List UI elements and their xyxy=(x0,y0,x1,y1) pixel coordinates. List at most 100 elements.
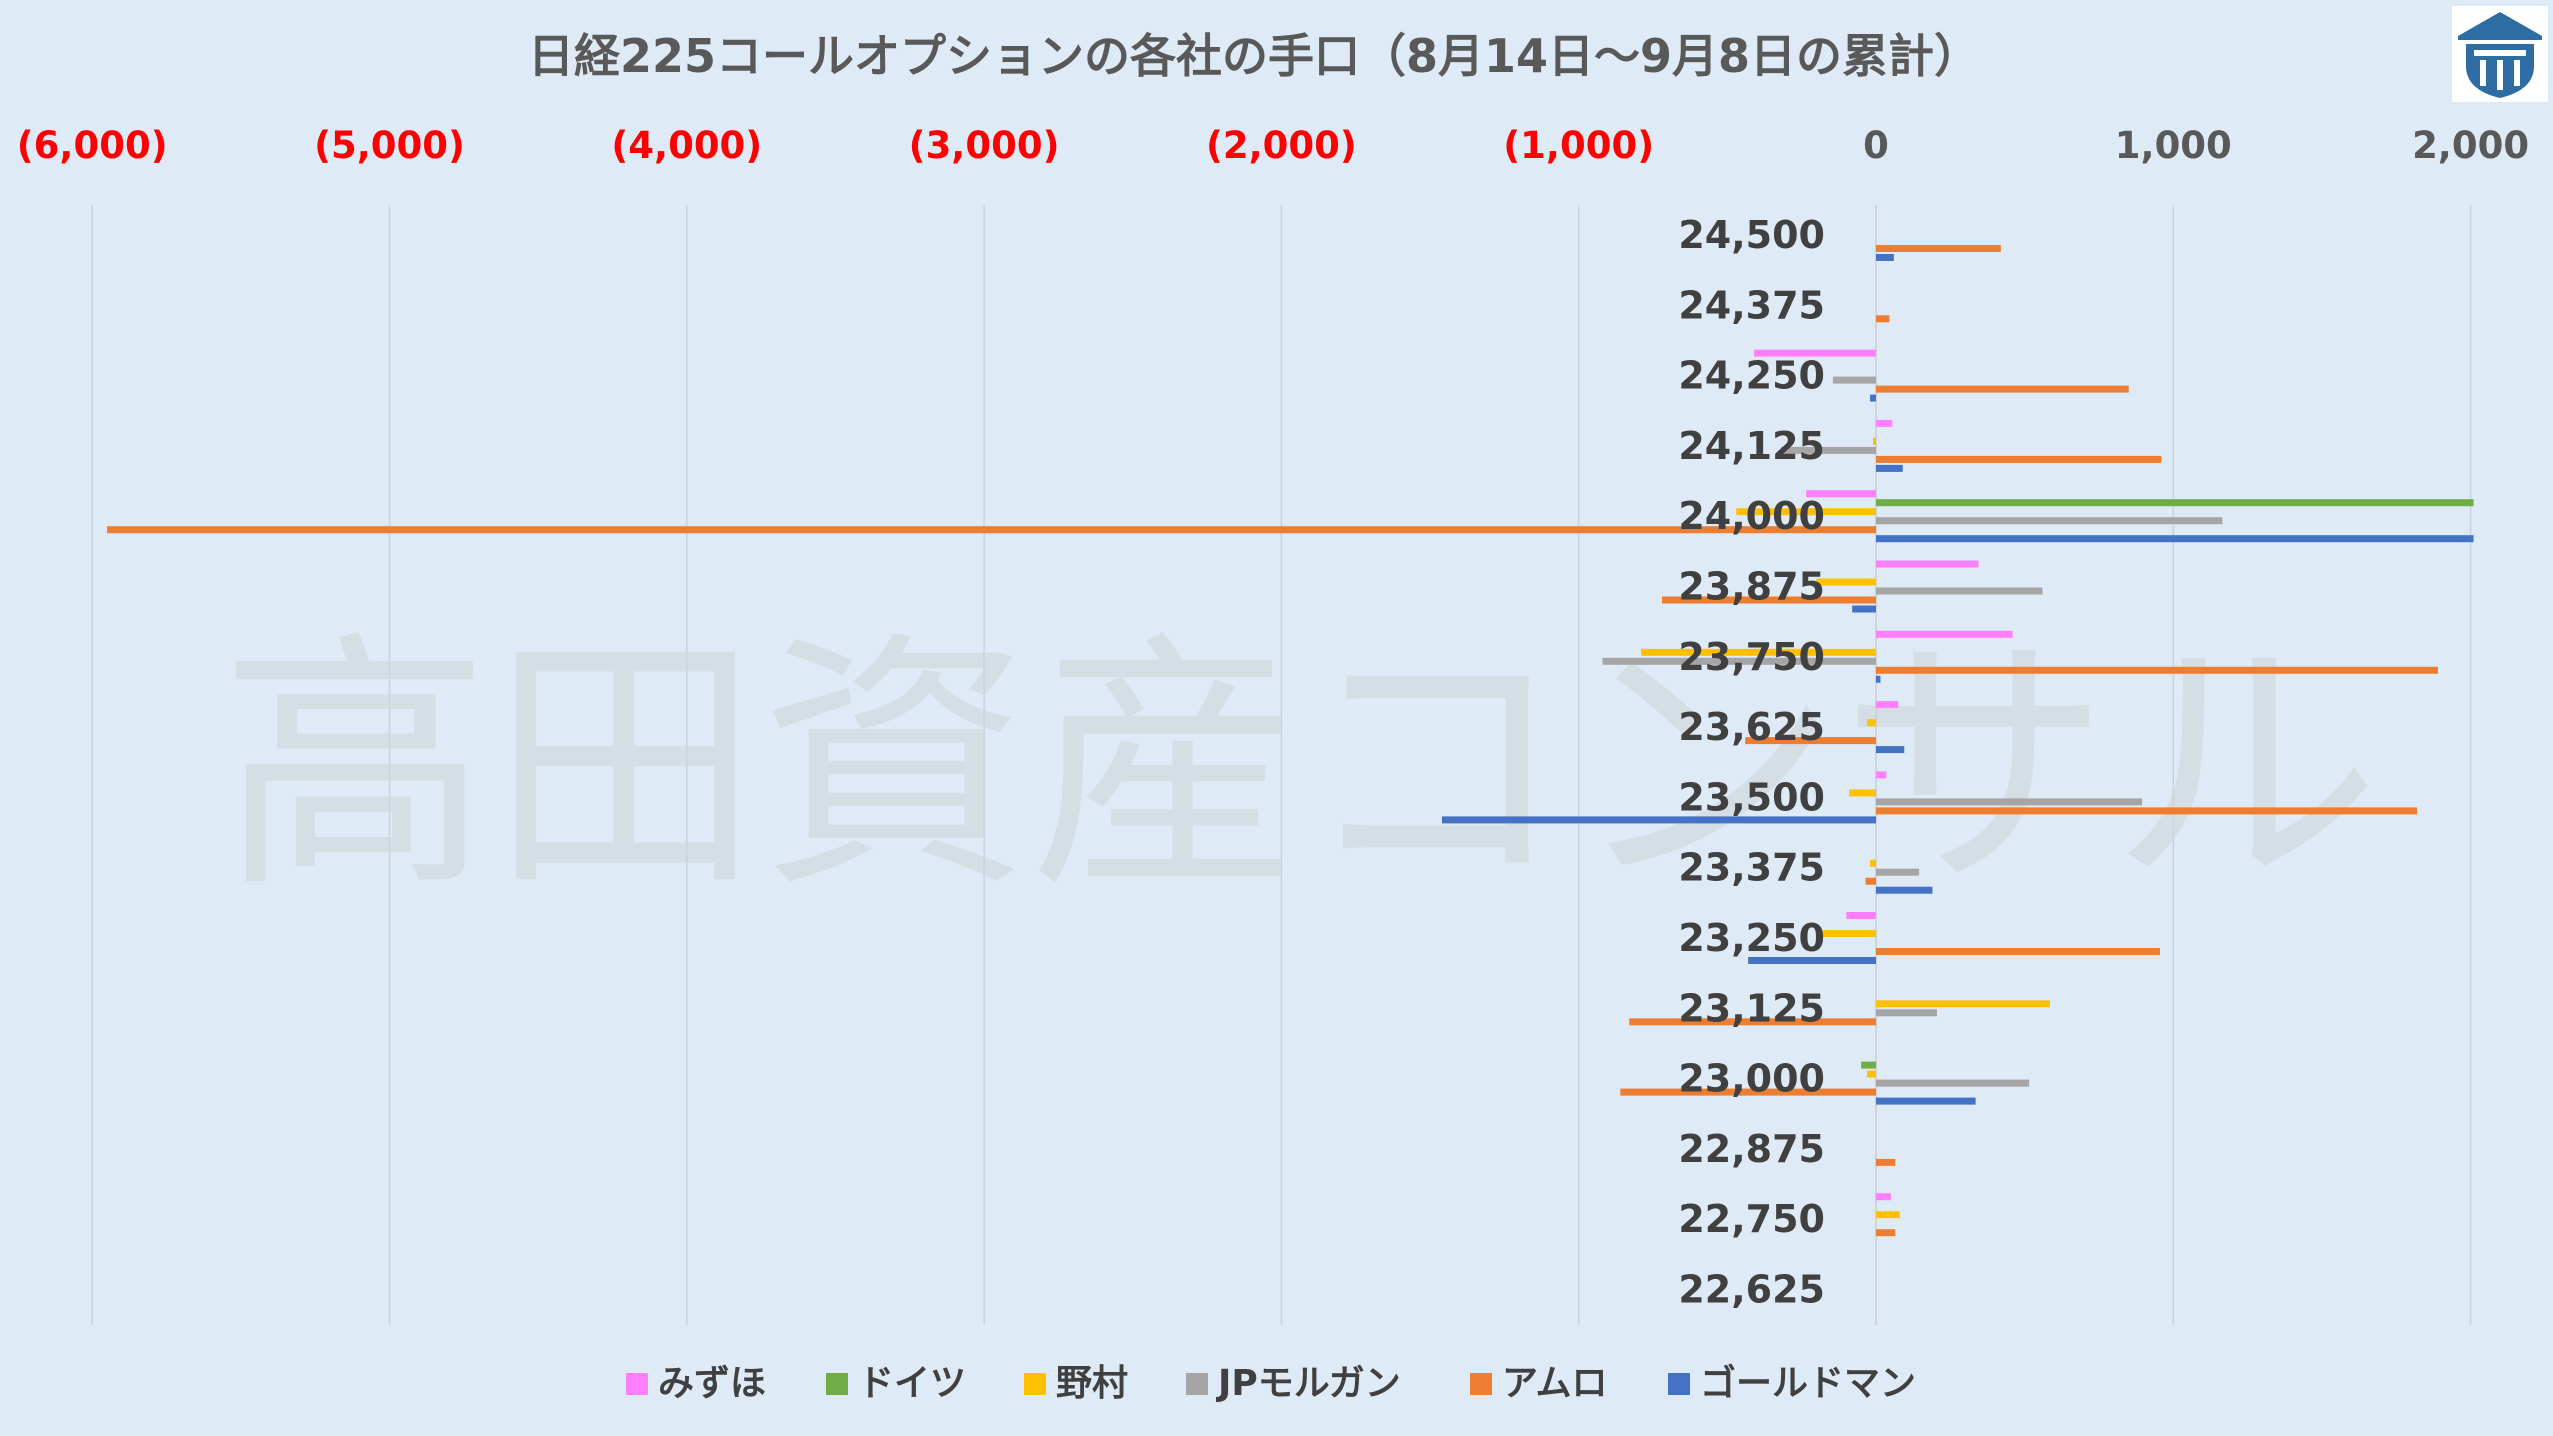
bar-JPモルガン-23,000 xyxy=(1876,1079,2030,1087)
bar-野村-23,750 xyxy=(1641,648,1876,656)
bar-野村-22,750 xyxy=(1876,1211,1900,1219)
bar-みずほ-24,125 xyxy=(1876,419,1893,427)
category-label: 24,500 xyxy=(1678,213,1825,257)
category-label: 23,875 xyxy=(1678,565,1825,609)
bar-野村-23,000 xyxy=(1867,1070,1876,1078)
shield-logo-icon xyxy=(2452,6,2548,102)
bar-アムロ-22,750 xyxy=(1876,1229,1896,1237)
bar-ゴールドマン-23,625 xyxy=(1876,746,1905,754)
bar-みずほ-23,500 xyxy=(1876,771,1887,779)
legend-swatch xyxy=(1024,1373,1046,1395)
category-label: 24,000 xyxy=(1678,494,1825,538)
bar-みずほ-23,625 xyxy=(1876,701,1899,709)
bar-野村-23,875 xyxy=(1816,578,1876,586)
category-label: 23,250 xyxy=(1678,916,1825,960)
legend: みずほ ドイツ 野村 JPモルガン アムロ ゴールドマン xyxy=(626,1362,1916,1404)
bar-野村-23,375 xyxy=(1870,859,1876,867)
bar-みずほ-22,750 xyxy=(1876,1193,1891,1201)
watermark: 高田資産コンサル xyxy=(220,609,2380,924)
bar-アムロ-23,875 xyxy=(1661,596,1876,604)
bar-ゴールドマン-23,750 xyxy=(1876,675,1881,683)
bar-みずほ-24,250 xyxy=(1754,349,1876,357)
bar-アムロ-24,250 xyxy=(1876,385,2129,393)
bar-野村-23,250 xyxy=(1822,930,1876,937)
bar-アムロ-23,375 xyxy=(1865,877,1876,885)
x-axis-ticks: (6,000) (5,000) (4,000) (3,000) (2,000) (1,00… xyxy=(17,124,2529,167)
category-label: 23,625 xyxy=(1678,705,1825,749)
bar-ゴールドマン-23,875 xyxy=(1852,605,1876,613)
bar-ドイツ-23,000 xyxy=(1861,1061,1876,1069)
legend-swatch xyxy=(826,1373,848,1395)
x-tick-label: 1,000 xyxy=(2115,124,2232,167)
bar-ゴールドマン-23,250 xyxy=(1748,957,1876,964)
legend-swatch xyxy=(1668,1373,1690,1395)
legend-entry: ゴールドマン xyxy=(1700,1362,1916,1404)
bar-みずほ-23,875 xyxy=(1876,560,1979,568)
category-label: 22,750 xyxy=(1678,1197,1825,1241)
bar-JPモルガン-24,250 xyxy=(1832,376,1876,384)
category-label: 23,750 xyxy=(1678,635,1825,679)
legend-swatch xyxy=(1470,1373,1492,1395)
legend-entry: JPモルガン xyxy=(1215,1363,1401,1404)
bar-ゴールドマン-23,375 xyxy=(1876,886,1933,894)
bar-アムロ-23,125 xyxy=(1629,1018,1876,1026)
bar-ゴールドマン-24,250 xyxy=(1870,394,1876,402)
bar-JPモルガン-24,125 xyxy=(1780,446,1876,454)
x-tick-label: (4,000) xyxy=(611,124,762,167)
category-label: 23,500 xyxy=(1678,775,1825,819)
bar-アムロ-24,000 xyxy=(107,526,1877,534)
bar-アムロ-23,000 xyxy=(1620,1088,1876,1096)
bar-ゴールドマン-24,000 xyxy=(1876,535,2474,543)
bar-アムロ-23,625 xyxy=(1745,737,1876,745)
bar-アムロ-23,250 xyxy=(1876,948,2160,955)
bar-JPモルガン-24,000 xyxy=(1876,517,2223,525)
chart-title: 日経225コールオプションの各社の手口（8月14日～9月8日の累計） xyxy=(528,29,1980,83)
category-labels: 24,500 24,375 24,250 24,125 24,000 23,875 23,7… xyxy=(1678,213,1825,1312)
bar-野村-23,500 xyxy=(1849,789,1876,797)
category-label: 24,125 xyxy=(1678,424,1825,468)
bar-ゴールドマン-23,500 xyxy=(1441,816,1876,824)
bar-野村-23,625 xyxy=(1867,719,1876,727)
x-tick-label: 2,000 xyxy=(2412,124,2529,167)
category-label: 24,375 xyxy=(1678,283,1825,327)
bar-みずほ-23,250 xyxy=(1846,912,1876,919)
legend-entry: アムロ xyxy=(1502,1363,1607,1404)
x-tick-label: (2,000) xyxy=(1206,124,1357,167)
bar-ゴールドマン-24,500 xyxy=(1876,254,1894,261)
x-tick-label: (1,000) xyxy=(1503,124,1654,167)
bar-アムロ-23,500 xyxy=(1876,807,2418,815)
x-tick-label: (6,000) xyxy=(17,124,168,167)
legend-entry: ドイツ xyxy=(858,1363,966,1404)
legend-swatch xyxy=(1186,1373,1208,1395)
bar-ゴールドマン-24,125 xyxy=(1876,464,1903,472)
bar-ゴールドマン-23,000 xyxy=(1876,1097,1976,1105)
bar-みずほ-24,000 xyxy=(1806,490,1876,498)
legend-entry: みずほ xyxy=(658,1363,766,1404)
category-label: 22,625 xyxy=(1678,1268,1825,1312)
legend-entry: 野村 xyxy=(1056,1363,1128,1404)
x-tick-label: (5,000) xyxy=(314,124,465,167)
bar-ドイツ-24,000 xyxy=(1876,499,2474,507)
bar-アムロ-22,875 xyxy=(1876,1158,1896,1166)
bar-アムロ-24,125 xyxy=(1876,455,2162,463)
x-tick-label: 0 xyxy=(1863,124,1889,167)
category-label: 23,125 xyxy=(1678,986,1825,1030)
category-label: 23,375 xyxy=(1678,846,1825,890)
x-tick-label: (3,000) xyxy=(909,124,1060,167)
bar-野村-24,125 xyxy=(1873,437,1876,445)
bar-アムロ-23,750 xyxy=(1876,666,2438,674)
category-label: 22,875 xyxy=(1678,1127,1825,1171)
bar-JPモルガン-23,500 xyxy=(1876,798,2143,806)
bars xyxy=(107,245,2474,1237)
bar-アムロ-24,375 xyxy=(1876,315,1890,323)
bar-JPモルガン-23,125 xyxy=(1876,1009,1937,1017)
bar-JPモルガン-23,875 xyxy=(1876,587,2043,595)
bar-みずほ-23,750 xyxy=(1876,630,2013,638)
bar-アムロ-24,500 xyxy=(1876,245,2001,252)
category-label: 24,250 xyxy=(1678,354,1825,398)
category-label: 23,000 xyxy=(1678,1057,1825,1101)
bar-野村-23,125 xyxy=(1876,1000,2050,1008)
bar-JPモルガン-23,750 xyxy=(1602,657,1876,665)
bar-野村-24,000 xyxy=(1736,508,1876,516)
